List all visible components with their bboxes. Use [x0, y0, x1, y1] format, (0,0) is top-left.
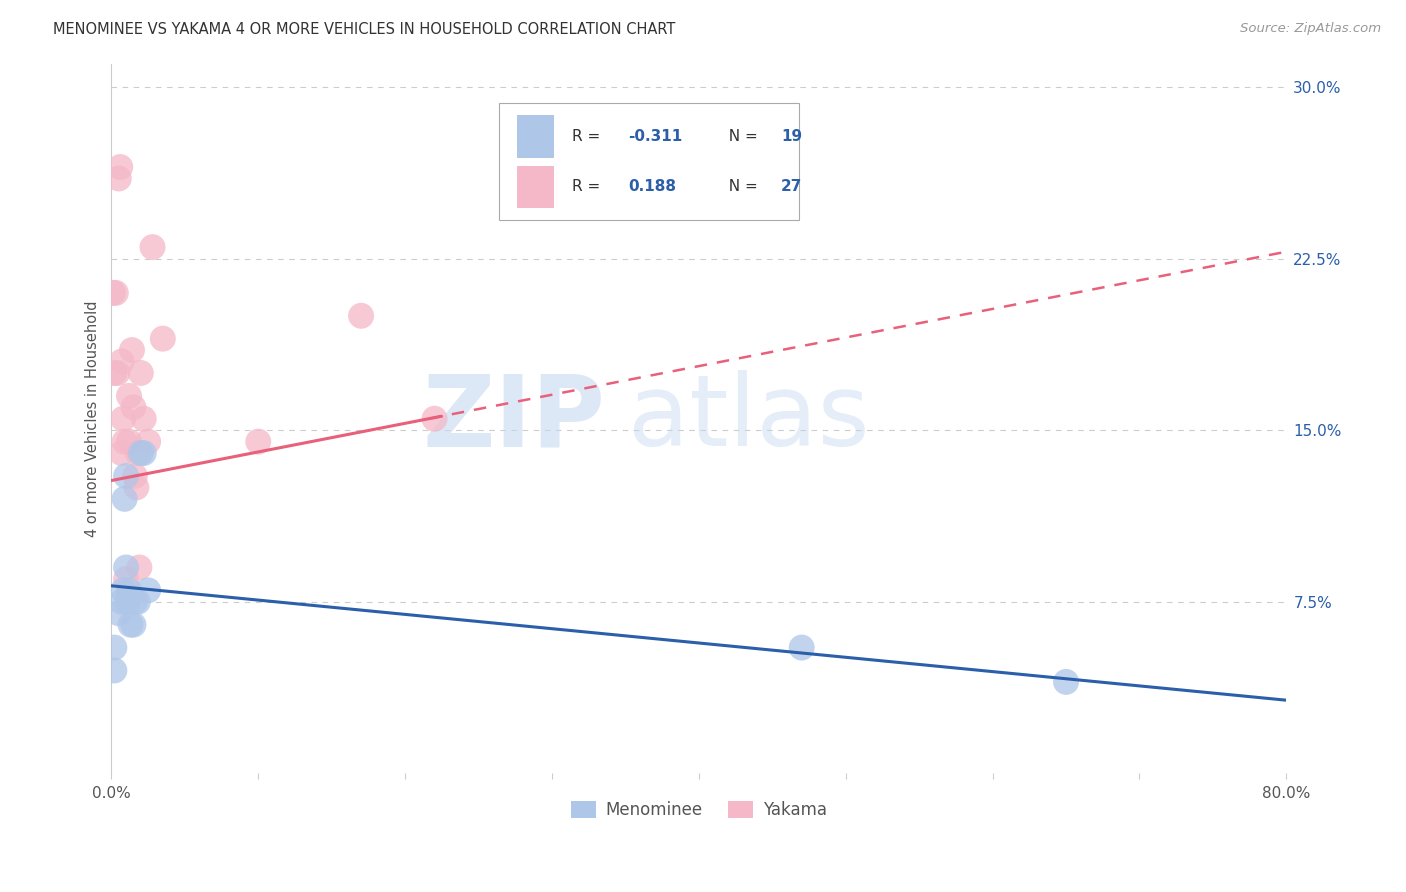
Text: 0.188: 0.188: [628, 179, 676, 194]
Point: [122, 617, 145, 632]
Point: [115, 469, 138, 483]
Point: [124, 469, 146, 483]
Y-axis label: 4 or more Vehicles in Household: 4 or more Vehicles in Household: [86, 301, 100, 537]
Point: [129, 366, 152, 380]
Point: [103, 664, 125, 678]
Point: [122, 401, 145, 415]
Point: [120, 617, 142, 632]
Point: [141, 240, 163, 254]
Text: R =: R =: [572, 179, 605, 194]
Point: [107, 171, 129, 186]
Text: Source: ZipAtlas.com: Source: ZipAtlas.com: [1240, 22, 1381, 36]
Point: [117, 595, 139, 609]
Bar: [517, 166, 554, 208]
Point: [125, 480, 148, 494]
Text: 19: 19: [782, 128, 803, 144]
Point: [111, 595, 134, 609]
Text: -0.311: -0.311: [628, 128, 683, 144]
Point: [128, 560, 150, 574]
Point: [105, 366, 128, 380]
Text: MENOMINEE VS YAKAMA 4 OR MORE VEHICLES IN HOUSEHOLD CORRELATION CHART: MENOMINEE VS YAKAMA 4 OR MORE VEHICLES I…: [53, 22, 676, 37]
Legend: Menominee, Yakama: Menominee, Yakama: [564, 794, 834, 825]
Point: [112, 583, 135, 598]
Point: [132, 411, 155, 425]
Text: atlas: atlas: [628, 370, 870, 467]
Point: [129, 446, 152, 460]
Point: [118, 434, 141, 449]
Point: [1054, 674, 1077, 689]
Point: [350, 309, 373, 323]
Point: [112, 411, 135, 425]
Point: [423, 411, 446, 425]
Point: [152, 332, 174, 346]
Point: [115, 560, 138, 574]
Text: N =: N =: [718, 128, 762, 144]
Point: [114, 434, 136, 449]
Point: [127, 446, 149, 460]
Point: [111, 446, 134, 460]
Point: [132, 446, 155, 460]
Text: 27: 27: [782, 179, 803, 194]
Point: [111, 354, 134, 368]
Point: [136, 583, 159, 598]
Point: [115, 572, 138, 586]
Point: [118, 389, 141, 403]
Point: [110, 160, 132, 174]
Point: [247, 434, 270, 449]
Point: [103, 640, 125, 655]
Point: [127, 595, 149, 609]
Point: [107, 607, 129, 621]
Point: [101, 285, 124, 300]
Point: [121, 343, 143, 357]
Point: [790, 640, 813, 655]
Text: ZIP: ZIP: [422, 370, 605, 467]
Point: [124, 595, 146, 609]
Text: R =: R =: [572, 128, 605, 144]
Text: N =: N =: [718, 179, 762, 194]
Point: [103, 366, 125, 380]
FancyBboxPatch shape: [499, 103, 799, 220]
Bar: [517, 115, 554, 158]
Point: [104, 285, 127, 300]
Point: [136, 434, 159, 449]
Point: [118, 583, 141, 598]
Point: [114, 491, 136, 506]
